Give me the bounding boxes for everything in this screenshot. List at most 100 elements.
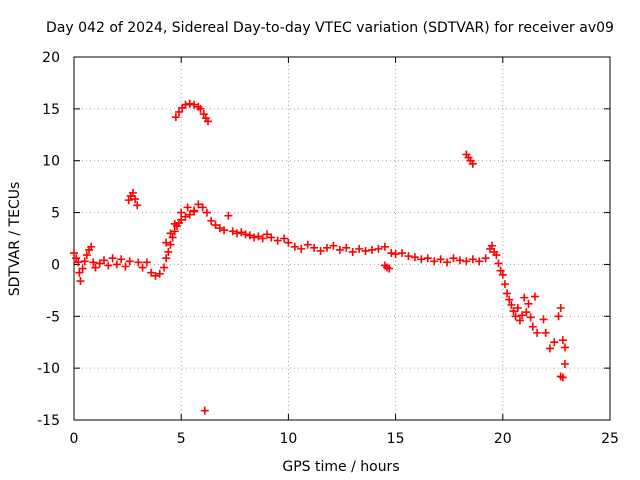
data-point <box>199 110 208 119</box>
data-point <box>220 226 229 235</box>
data-point <box>108 254 117 263</box>
data-point <box>70 249 78 258</box>
data-point <box>237 228 246 237</box>
data-point <box>204 117 212 126</box>
data-point <box>207 216 216 225</box>
data-point <box>310 243 319 252</box>
data-point <box>245 231 254 240</box>
data-point <box>423 254 432 263</box>
data-point <box>200 406 209 415</box>
data-point <box>436 255 445 264</box>
data-point <box>185 99 194 108</box>
data-point <box>556 303 565 312</box>
data-point <box>171 113 180 122</box>
data-point <box>526 313 535 322</box>
data-point <box>162 238 171 247</box>
data-point <box>91 263 100 272</box>
x-tick-label: 25 <box>601 431 619 447</box>
data-point <box>361 246 370 255</box>
data-point <box>80 257 89 266</box>
data-point <box>121 262 130 271</box>
data-point <box>554 312 563 321</box>
data-point <box>280 234 289 243</box>
data-point <box>303 240 312 249</box>
plot-frame <box>73 56 611 421</box>
data-point <box>131 195 140 204</box>
data-point <box>250 233 259 242</box>
x-tick-label: 10 <box>279 431 297 447</box>
data-point <box>273 236 282 245</box>
data-point <box>202 208 211 217</box>
data-point <box>254 232 263 241</box>
data-point <box>175 107 184 116</box>
data-point <box>125 257 134 266</box>
data-point <box>505 295 514 304</box>
axis-ticks: 0 5 10 15 20 25 -15 -10 -5 0 5 10 15 20 <box>37 50 619 447</box>
data-point <box>509 307 518 316</box>
data-point <box>550 338 559 347</box>
data-point <box>190 100 199 109</box>
data-point <box>82 251 91 260</box>
y-tick-label: -10 <box>37 361 60 377</box>
data-point <box>368 245 377 254</box>
data-point <box>410 253 419 262</box>
data-point <box>417 255 426 264</box>
data-point <box>160 263 169 272</box>
data-point <box>500 280 509 289</box>
data-point <box>170 219 179 228</box>
data-point <box>215 224 224 233</box>
data-point <box>481 254 490 263</box>
data-point <box>290 242 299 251</box>
y-tick-label: -15 <box>37 413 60 429</box>
data-point <box>89 258 98 267</box>
data-point <box>558 373 567 382</box>
data-point <box>515 316 524 325</box>
data-point <box>177 208 186 217</box>
data-point <box>530 292 539 301</box>
x-tick-label: 5 <box>177 431 186 447</box>
data-point <box>492 251 501 260</box>
data-point <box>170 227 179 236</box>
data-point <box>560 343 569 352</box>
y-tick-label: 15 <box>42 102 60 118</box>
data-point <box>228 227 237 236</box>
data-point <box>503 289 512 298</box>
data-point <box>211 221 220 230</box>
data-point <box>541 328 550 337</box>
data-point <box>181 100 190 109</box>
data-point <box>316 246 325 255</box>
x-axis-label: GPS time / hours <box>282 459 399 475</box>
data-point <box>232 229 241 238</box>
data-point <box>194 200 203 209</box>
data-point <box>134 258 143 267</box>
data-point <box>398 249 407 258</box>
data-point <box>297 244 306 253</box>
data-point <box>404 252 413 261</box>
data-point <box>87 242 96 251</box>
y-tick-label: 0 <box>51 257 60 273</box>
data-point <box>112 260 121 269</box>
data-point <box>181 212 190 221</box>
x-tick-label: 20 <box>494 431 512 447</box>
data-point <box>133 201 142 210</box>
data-point <box>560 359 569 368</box>
data-point <box>539 315 548 324</box>
data-point <box>513 303 522 312</box>
chart-title: Day 042 of 2024, Sidereal Day-to-day VTE… <box>46 20 614 36</box>
data-point <box>355 244 364 253</box>
data-point <box>72 254 81 263</box>
y-tick-label: 5 <box>51 206 60 222</box>
data-point <box>488 241 497 250</box>
data-point <box>498 270 507 279</box>
data-point <box>138 263 147 272</box>
data-point <box>151 271 160 280</box>
data-point <box>380 242 389 251</box>
data-point <box>142 258 151 267</box>
data-point <box>124 196 133 205</box>
data-point <box>74 258 83 267</box>
data-point <box>284 238 293 247</box>
data-point <box>391 250 400 259</box>
data-point <box>443 258 452 267</box>
data-point <box>166 240 175 249</box>
data-point <box>496 266 505 275</box>
